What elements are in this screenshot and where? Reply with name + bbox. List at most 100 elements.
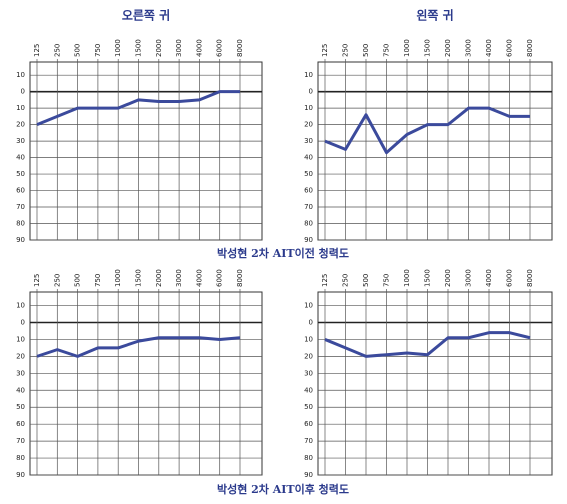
y-tick-label: 60 bbox=[16, 420, 25, 428]
x-tick-label: 2000 bbox=[444, 39, 452, 57]
y-tick-label: 40 bbox=[16, 154, 25, 162]
caption: 박성현 2차 AIT이후 청력도 bbox=[217, 482, 349, 496]
y-tick-label: 40 bbox=[16, 386, 25, 394]
x-tick-label: 3000 bbox=[465, 269, 473, 287]
x-tick-label: 750 bbox=[94, 274, 102, 287]
y-tick-label: 80 bbox=[304, 454, 313, 462]
x-tick-label: 1000 bbox=[114, 269, 122, 287]
x-tick-label: 250 bbox=[342, 274, 350, 287]
x-tick-label: 3000 bbox=[175, 269, 183, 287]
hearing-line bbox=[36, 90, 240, 127]
plot-frame bbox=[29, 61, 263, 241]
x-tick-label: 1500 bbox=[135, 39, 143, 57]
y-tick-label: 50 bbox=[16, 403, 25, 411]
y-tick-label: 40 bbox=[304, 386, 313, 394]
y-tick-label: 30 bbox=[16, 369, 25, 377]
y-tick-label: 50 bbox=[16, 170, 25, 178]
x-tick-label: 1000 bbox=[403, 39, 411, 57]
y-tick-label: 30 bbox=[16, 137, 25, 145]
y-tick-label: 20 bbox=[304, 352, 313, 360]
x-tick-label: 8000 bbox=[526, 269, 534, 287]
chart-title: 왼쪽 귀 bbox=[416, 8, 453, 23]
y-tick-label: 70 bbox=[304, 437, 313, 445]
y-tick-label: 50 bbox=[304, 403, 313, 411]
x-tick-label: 6000 bbox=[216, 269, 224, 287]
y-tick-label: 20 bbox=[16, 121, 25, 129]
y-tick-label: 80 bbox=[16, 220, 25, 228]
y-tick-label: 40 bbox=[304, 154, 313, 162]
hearing-line bbox=[324, 106, 530, 155]
y-tick-label: 90 bbox=[304, 236, 313, 244]
y-tick-label: 80 bbox=[304, 220, 313, 228]
x-tick-label: 250 bbox=[53, 274, 61, 287]
y-tick-label: 90 bbox=[16, 236, 25, 244]
y-tick-label: 90 bbox=[16, 471, 25, 479]
y-tick-label: 50 bbox=[304, 170, 313, 178]
x-tick-label: 6000 bbox=[506, 269, 514, 287]
x-tick-label: 125 bbox=[321, 274, 329, 287]
x-tick-label: 1000 bbox=[403, 269, 411, 287]
x-tick-label: 1500 bbox=[424, 39, 432, 57]
y-tick-label: 10 bbox=[304, 71, 313, 79]
x-tick-label: 500 bbox=[74, 44, 82, 57]
y-tick-label: 10 bbox=[16, 302, 25, 310]
x-tick-label: 4000 bbox=[485, 39, 493, 57]
y-tick-label: 70 bbox=[16, 203, 25, 211]
x-tick-label: 1500 bbox=[135, 269, 143, 287]
chart-title: 오른쪽 귀 bbox=[122, 8, 170, 23]
x-tick-label: 2000 bbox=[155, 269, 163, 287]
x-tick-label: 250 bbox=[342, 44, 350, 57]
y-tick-label: 60 bbox=[304, 187, 313, 195]
plot-frame bbox=[317, 61, 553, 241]
x-tick-label: 125 bbox=[33, 44, 41, 57]
x-tick-label: 500 bbox=[362, 44, 370, 57]
x-tick-label: 250 bbox=[53, 44, 61, 57]
x-tick-label: 6000 bbox=[216, 39, 224, 57]
plot-frame bbox=[317, 291, 553, 476]
y-tick-label: 10 bbox=[16, 335, 25, 343]
x-tick-label: 750 bbox=[94, 44, 102, 57]
x-tick-label: 1000 bbox=[114, 39, 122, 57]
y-tick-label: 10 bbox=[304, 104, 313, 112]
x-tick-label: 500 bbox=[362, 274, 370, 287]
x-tick-label: 750 bbox=[383, 44, 391, 57]
x-tick-label: 125 bbox=[321, 44, 329, 57]
y-tick-label: 10 bbox=[16, 71, 25, 79]
y-tick-label: 80 bbox=[16, 454, 25, 462]
y-tick-label: 10 bbox=[304, 335, 313, 343]
hearing-line bbox=[36, 336, 241, 358]
y-tick-label: 0 bbox=[309, 88, 313, 96]
y-tick-label: 70 bbox=[304, 203, 313, 211]
y-tick-label: 0 bbox=[21, 319, 25, 327]
y-tick-label: 0 bbox=[21, 88, 25, 96]
y-tick-label: 20 bbox=[16, 352, 25, 360]
y-tick-label: 70 bbox=[16, 437, 25, 445]
x-tick-label: 3000 bbox=[175, 39, 183, 57]
x-tick-label: 750 bbox=[383, 274, 391, 287]
y-tick-label: 30 bbox=[304, 369, 313, 377]
x-tick-label: 6000 bbox=[506, 39, 514, 57]
x-tick-label: 4000 bbox=[195, 269, 203, 287]
x-tick-label: 125 bbox=[33, 274, 41, 287]
x-tick-label: 1500 bbox=[424, 269, 432, 287]
y-tick-label: 60 bbox=[16, 187, 25, 195]
x-tick-label: 8000 bbox=[236, 269, 244, 287]
y-tick-label: 20 bbox=[304, 121, 313, 129]
y-tick-label: 60 bbox=[304, 420, 313, 428]
x-tick-label: 2000 bbox=[444, 269, 452, 287]
y-tick-label: 30 bbox=[304, 137, 313, 145]
y-tick-label: 90 bbox=[304, 471, 313, 479]
y-tick-label: 10 bbox=[304, 302, 313, 310]
x-tick-label: 4000 bbox=[195, 39, 203, 57]
x-tick-label: 500 bbox=[74, 274, 82, 287]
caption: 박성현 2차 AIT이전 청력도 bbox=[217, 246, 349, 260]
x-tick-label: 3000 bbox=[465, 39, 473, 57]
y-tick-label: 0 bbox=[309, 319, 313, 327]
hearing-line bbox=[324, 331, 531, 358]
x-tick-label: 4000 bbox=[485, 269, 493, 287]
x-tick-label: 8000 bbox=[236, 39, 244, 57]
y-tick-label: 10 bbox=[16, 104, 25, 112]
x-tick-label: 8000 bbox=[526, 39, 534, 57]
plot-frame bbox=[29, 291, 263, 476]
